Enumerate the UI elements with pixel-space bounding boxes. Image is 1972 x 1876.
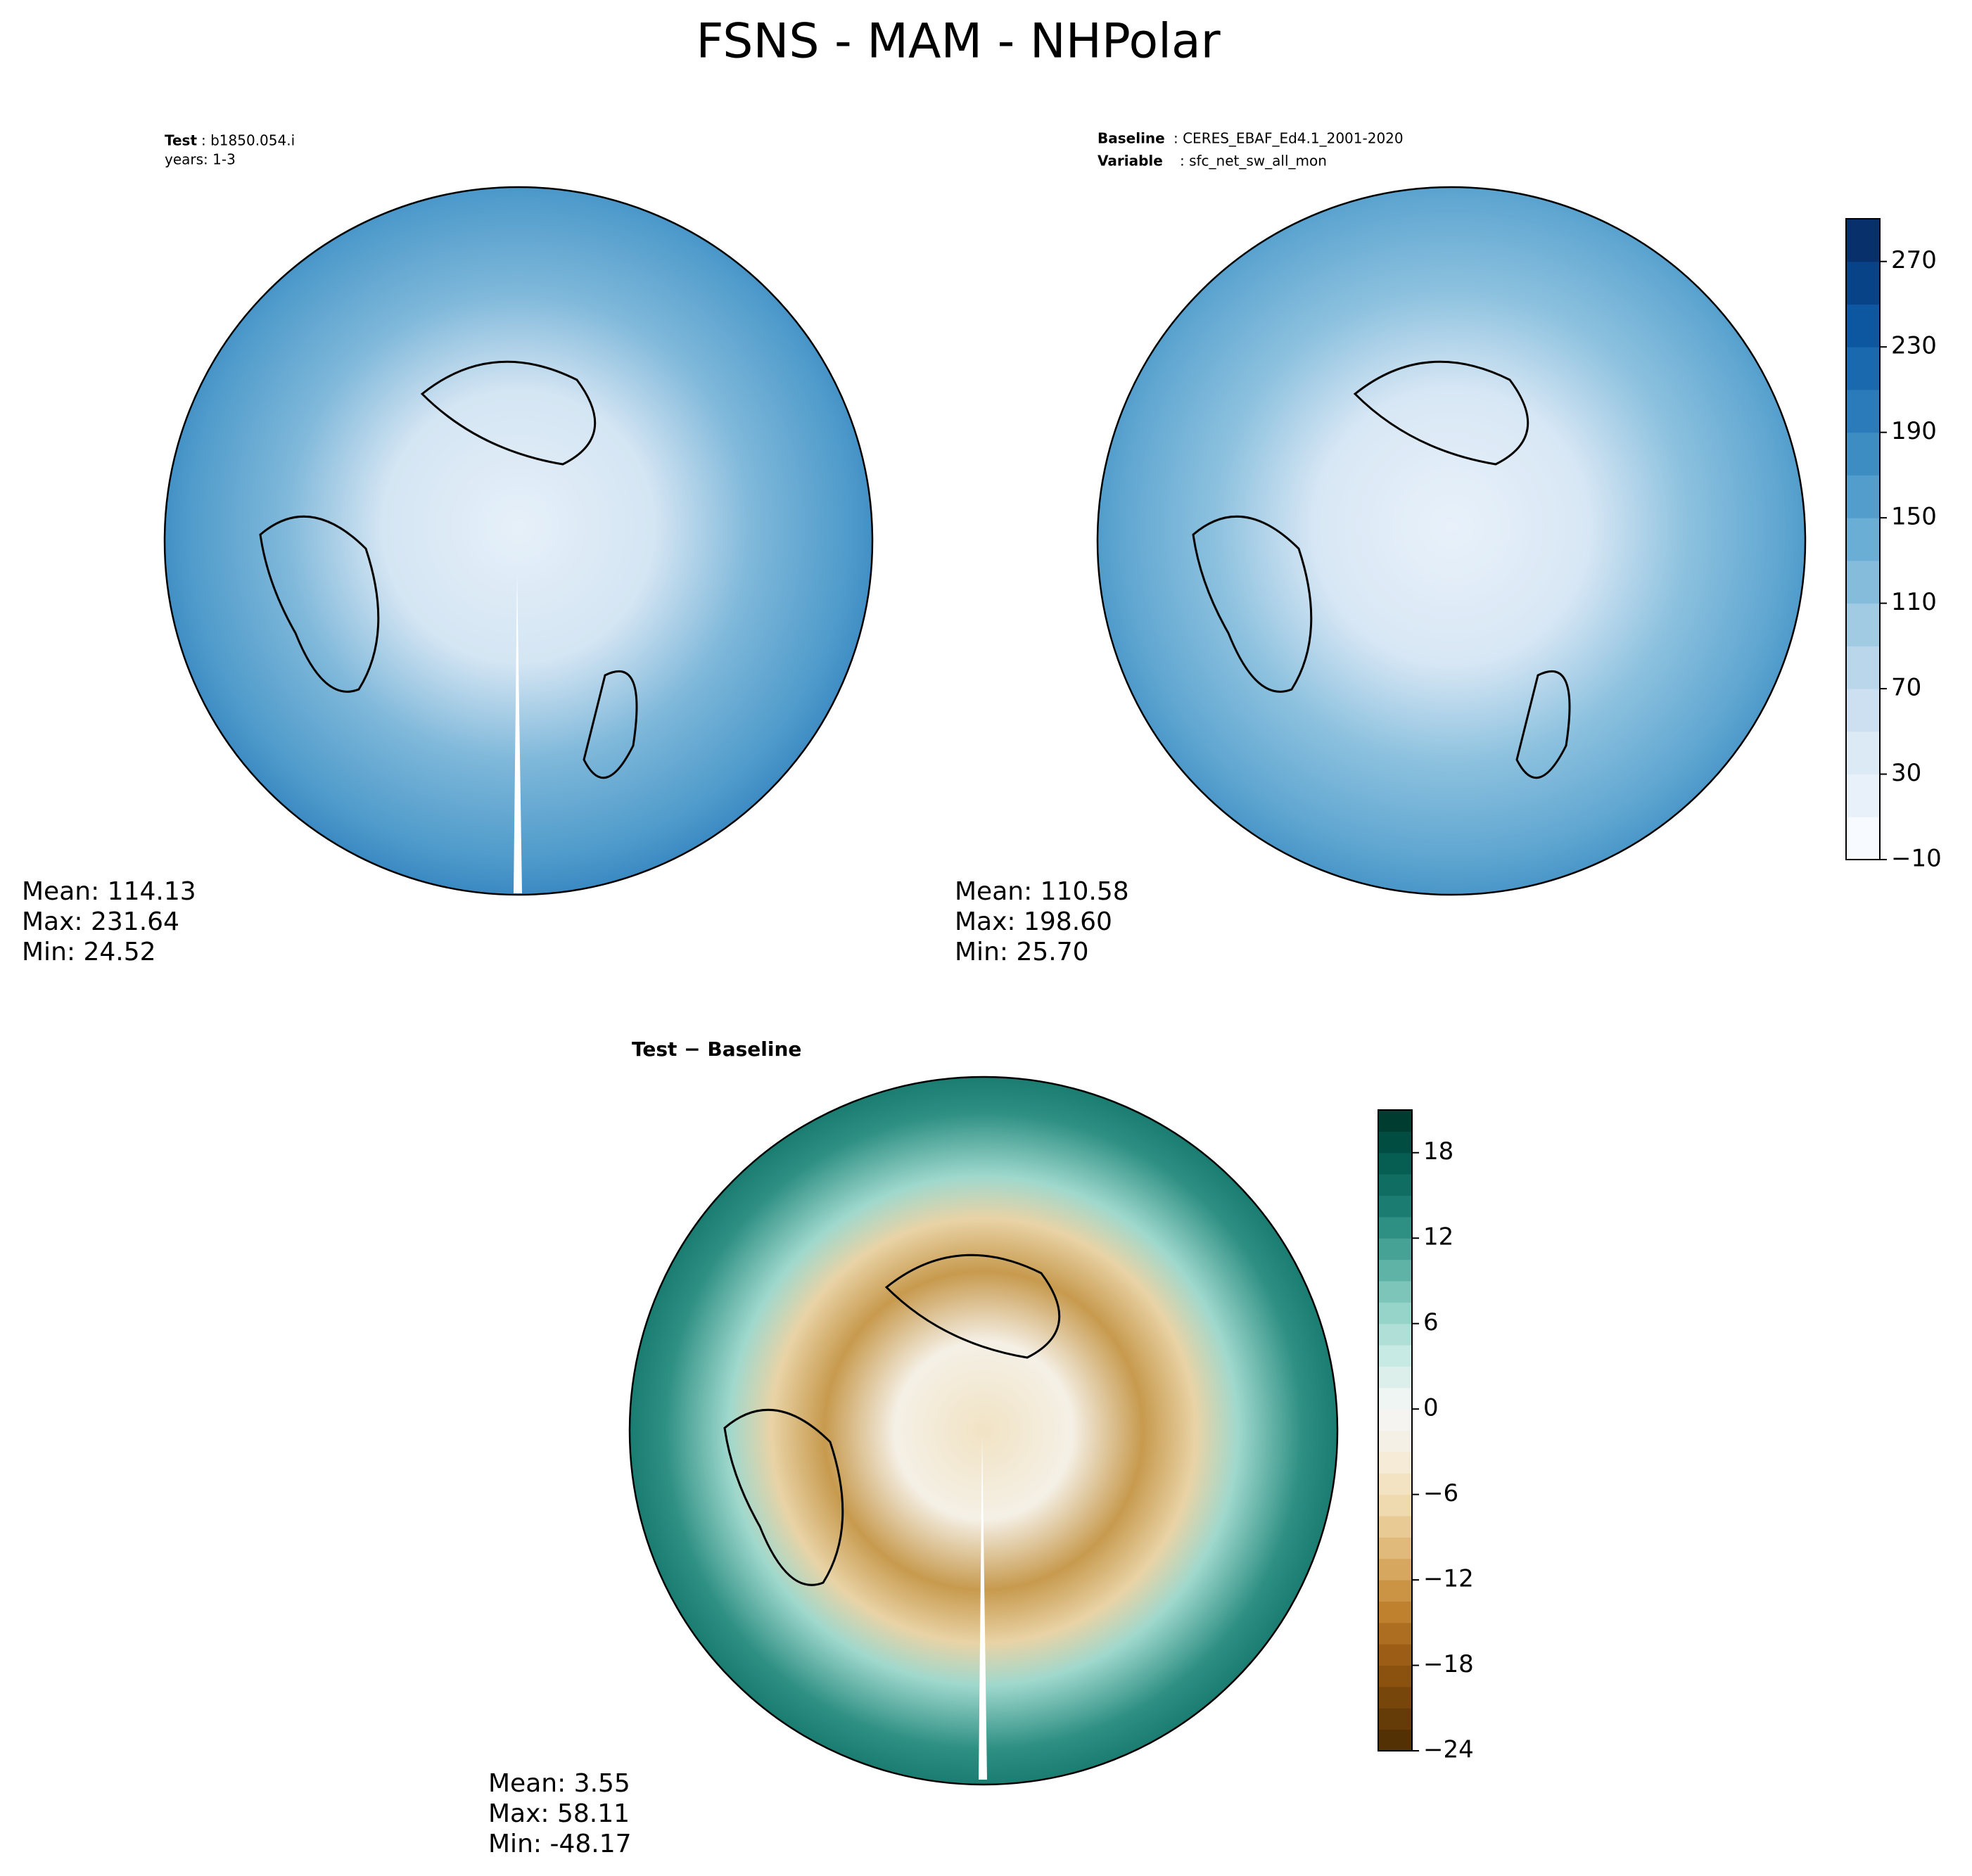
tick-label: 230 <box>1891 332 1937 360</box>
panel-label: Test − Baseline <box>632 1038 801 1061</box>
colorbar-level <box>1846 817 1880 860</box>
stat-line: Mean: 114.13 <box>22 877 196 906</box>
tick-label: 110 <box>1891 588 1937 616</box>
panel-label: Baseline <box>1098 130 1165 147</box>
colorbar-level <box>1846 689 1880 732</box>
stat-line: Min: 24.52 <box>22 938 156 966</box>
colorbar-level <box>1378 1494 1412 1517</box>
colorbar-level <box>1846 603 1880 646</box>
colorbar-level <box>1378 1174 1412 1196</box>
stat-line: Max: 58.11 <box>488 1799 630 1828</box>
colorbar-level <box>1378 1345 1412 1367</box>
colorbar-level <box>1378 1601 1412 1623</box>
tick-label: −10 <box>1891 845 1942 873</box>
stat-line: Mean: 110.58 <box>955 877 1129 906</box>
colorbar-level <box>1846 219 1880 262</box>
colorbar-level <box>1846 731 1880 775</box>
tick-label: −18 <box>1423 1650 1474 1678</box>
colorbar-level <box>1846 304 1880 347</box>
panel-text: : b1850.054.i <box>201 132 295 149</box>
tick-label: −24 <box>1423 1736 1474 1764</box>
colorbar-level <box>1846 518 1880 561</box>
map <box>628 1076 1339 1786</box>
colorbar-level <box>1846 646 1880 689</box>
tick-label: 12 <box>1423 1223 1453 1251</box>
stat-line: Max: 231.64 <box>22 907 179 936</box>
tick-label: 150 <box>1891 503 1937 531</box>
panel-label: Test <box>165 132 197 149</box>
colorbar-level <box>1378 1537 1412 1559</box>
stat-line: Min: 25.70 <box>955 938 1089 966</box>
colorbar-frame <box>1845 218 1881 860</box>
colorbar-level <box>1846 347 1880 390</box>
panel-text: : CERES_EBAF_Ed4.1_2001-2020 <box>1173 130 1404 147</box>
tick-label: 18 <box>1423 1137 1453 1166</box>
tick-label: −12 <box>1423 1565 1474 1593</box>
colorbar-level <box>1378 1280 1412 1303</box>
panel-text: : sfc_net_sw_all_mon <box>1180 153 1327 170</box>
tick-label: −6 <box>1423 1479 1458 1507</box>
map <box>163 186 874 896</box>
colorbar-level <box>1846 475 1880 518</box>
stat-line: Mean: 3.55 <box>488 1769 630 1798</box>
colorbar-level <box>1378 1238 1412 1261</box>
colorbar-level <box>1378 1729 1412 1751</box>
colorbar-level <box>1378 1323 1412 1346</box>
colorbar-level <box>1378 1387 1412 1410</box>
colorbar-level <box>1378 1665 1412 1687</box>
figure-title: FSNS - MAM - NHPolar <box>696 14 1220 70</box>
colorbar-level <box>1846 389 1880 433</box>
colorbar-level <box>1378 1131 1412 1154</box>
colorbar-level <box>1378 1708 1412 1730</box>
colorbar-level <box>1378 1558 1412 1581</box>
colorbar-level <box>1378 1366 1412 1389</box>
colorbar-level <box>1378 1110 1412 1132</box>
colorbar-level <box>1846 560 1880 604</box>
stat-line: Min: -48.17 <box>488 1830 632 1858</box>
colorbar-level <box>1378 1259 1412 1282</box>
panel-subtext: years: 1-3 <box>165 151 236 168</box>
panel-label: Variable <box>1098 153 1163 170</box>
colorbar-level <box>1378 1473 1412 1495</box>
map <box>1096 186 1807 896</box>
colorbar-level <box>1846 432 1880 476</box>
colorbar-level <box>1378 1580 1412 1602</box>
colorbar-level <box>1378 1195 1412 1218</box>
colorbar-level <box>1378 1302 1412 1325</box>
tick-label: 70 <box>1891 674 1921 702</box>
colorbar-level <box>1378 1216 1412 1239</box>
colorbar-level <box>1378 1152 1412 1175</box>
stat-line: Max: 198.60 <box>955 907 1112 936</box>
colorbar-frame <box>1378 1109 1413 1751</box>
tick-label: 0 <box>1423 1394 1439 1422</box>
colorbar-level <box>1378 1409 1412 1431</box>
colorbar-level <box>1846 774 1880 817</box>
tick-label: 30 <box>1891 759 1921 787</box>
tick-label: 6 <box>1423 1308 1439 1336</box>
colorbar-level <box>1846 261 1880 305</box>
colorbar-level <box>1378 1430 1412 1453</box>
colorbar-level <box>1378 1515 1412 1538</box>
tick-label: 190 <box>1891 417 1937 445</box>
colorbar-level <box>1378 1686 1412 1709</box>
colorbar-level <box>1378 1644 1412 1666</box>
colorbar-level <box>1378 1622 1412 1645</box>
colorbar-level <box>1378 1451 1412 1474</box>
tick-label: 270 <box>1891 246 1937 274</box>
